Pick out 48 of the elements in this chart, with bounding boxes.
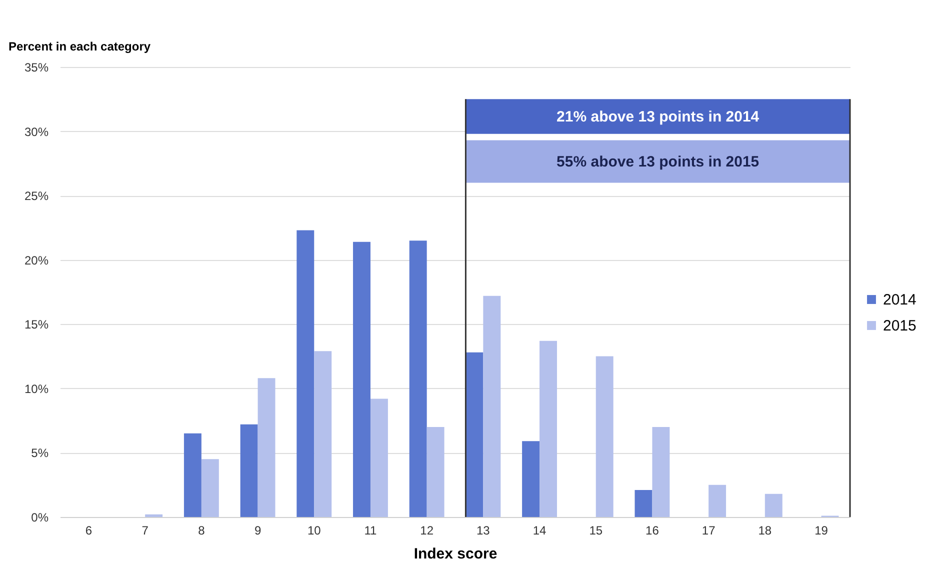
x-tick-label: 7 <box>142 524 149 538</box>
y-tick-label: 20% <box>24 253 49 268</box>
bar <box>708 484 726 517</box>
bar <box>596 356 614 517</box>
bar <box>483 296 501 517</box>
bar <box>240 424 258 517</box>
bar <box>764 494 782 517</box>
x-axis-title: Index score <box>414 546 498 562</box>
bar <box>634 490 652 517</box>
x-tick-label: 19 <box>814 524 828 538</box>
y-tick-label: 0% <box>31 510 49 524</box>
y-tick-label: 10% <box>24 382 49 396</box>
band-label: 55% above 13 points in 2015 <box>556 154 760 170</box>
legend-label: 2015 <box>883 318 916 334</box>
y-tick-label: 5% <box>31 446 49 460</box>
x-tick-label: 18 <box>758 524 772 538</box>
y-tick-label: 30% <box>24 124 49 139</box>
x-tick-label: 11 <box>364 524 378 538</box>
bar <box>522 441 540 517</box>
x-tick-label: 14 <box>532 524 547 538</box>
bar <box>184 433 202 517</box>
x-tick-label: 6 <box>85 524 92 538</box>
x-tick-label: 13 <box>476 524 490 538</box>
x-tick-label: 16 <box>646 524 660 538</box>
x-tick-label: 12 <box>420 524 434 538</box>
band-label: 21% above 13 points in 2014 <box>556 108 760 126</box>
bar <box>353 242 370 517</box>
x-tick-label: 8 <box>198 524 206 538</box>
y-tick-label: 15% <box>24 318 49 332</box>
bar <box>370 398 388 517</box>
bar <box>145 514 163 517</box>
bar <box>258 378 276 517</box>
bar <box>426 427 444 517</box>
x-tick-label: 15 <box>589 524 603 538</box>
bar <box>314 351 332 517</box>
y-tick-label: 25% <box>24 189 49 204</box>
bar <box>652 427 670 517</box>
x-tick-label: 17 <box>702 524 716 538</box>
bar <box>409 240 427 517</box>
bar <box>296 230 314 517</box>
y-tick-label: 35% <box>24 60 49 74</box>
bar <box>201 459 219 517</box>
x-tick-label: 9 <box>254 524 262 538</box>
x-tick-label: 10 <box>307 524 322 538</box>
bar <box>540 340 557 517</box>
legend-label: 2014 <box>883 292 916 308</box>
y-axis-title: Percent in each category <box>8 40 151 54</box>
bar <box>466 352 484 517</box>
